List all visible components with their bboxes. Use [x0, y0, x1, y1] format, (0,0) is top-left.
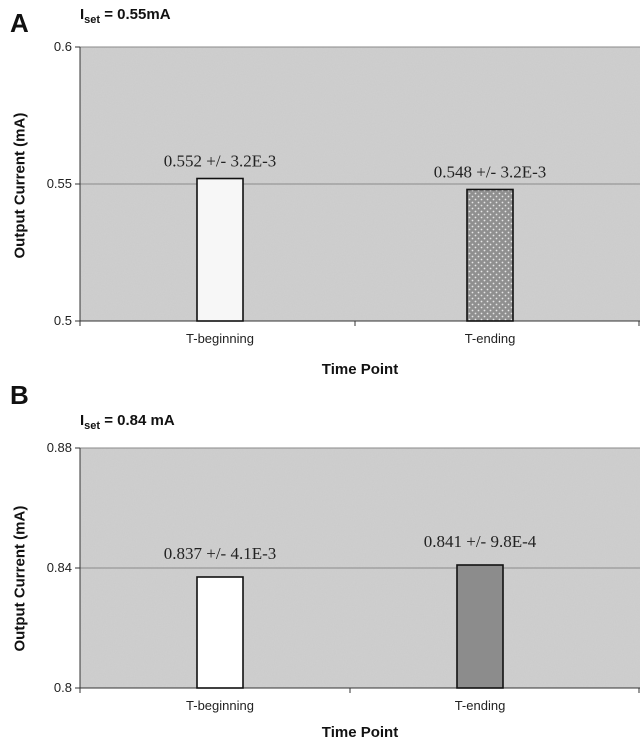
bar-chart-b: 0.8 0.84 0.88 0.837 +/- 4.1E-3 T-beginning 0.… [47, 440, 640, 713]
x-axis-label: Time Point [321, 724, 399, 741]
data-label: 0.552 +/- 3.2E-3 [164, 152, 277, 171]
x-tick-label: T-beginning [186, 698, 254, 713]
y-tick-label: 0.84 [47, 560, 72, 575]
x-tick-label: T-ending [455, 698, 506, 713]
bar-t-beginning [196, 177, 244, 322]
y-tick-label: 0.55 [47, 176, 72, 191]
bar-t-beginning [196, 576, 244, 689]
x-tick-label: T-ending [465, 331, 516, 346]
bar-t-ending [466, 188, 514, 322]
panel-label: A [10, 8, 29, 38]
iset-subscript: set [84, 420, 101, 432]
data-label: 0.548 +/- 3.2E-3 [434, 162, 547, 181]
iset-annotation: Iset = 0.55mA [80, 6, 171, 26]
y-tick-label: 0.8 [54, 680, 72, 695]
iset-prefix: I [80, 6, 85, 23]
x-axis-label: Time Point [321, 361, 399, 378]
iset-subscript: set [84, 14, 101, 26]
iset-annotation: Iset = 0.84 mA [80, 412, 175, 432]
iset-value: = 0.55mA [100, 6, 171, 23]
panel-label: B [10, 380, 29, 410]
y-tick-label: 0.88 [47, 440, 72, 455]
panel-b: B Iset = 0.84 mA Output Current (mA) 0.8… [0, 372, 640, 744]
iset-value: = 0.84 mA [100, 412, 175, 429]
bar-t-ending [456, 564, 504, 689]
y-tick-label: 0.5 [54, 313, 72, 328]
panel-a: A Iset = 0.55mA Output Current (mA) 0.5 0… [10, 6, 640, 378]
data-label: 0.837 +/- 4.1E-3 [164, 544, 277, 563]
iset-prefix: I [80, 412, 85, 429]
y-tick-label: 0.6 [54, 39, 72, 54]
data-label: 0.841 +/- 9.8E-4 [424, 532, 537, 551]
bar-chart-a: 0.5 0.55 0.6 0.552 +/- 3.2E-3 T-beginning 0.5… [47, 39, 640, 346]
x-tick-label: T-beginning [186, 331, 254, 346]
